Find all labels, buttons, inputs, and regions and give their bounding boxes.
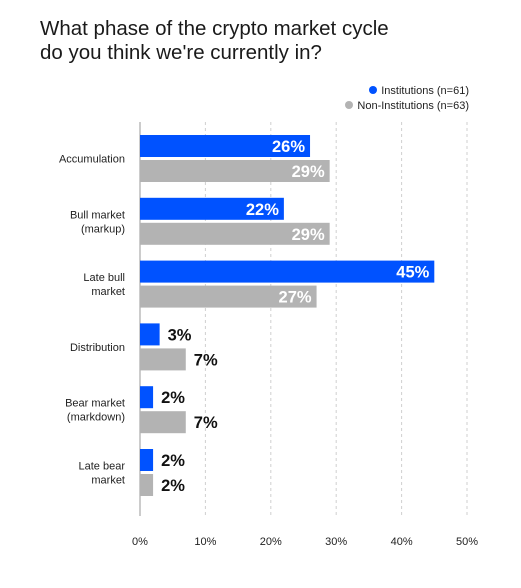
bar-non-institutions-3	[140, 348, 186, 371]
bar-value-label-non-institutions-0: 29%	[292, 163, 325, 181]
x-tick-label-30: 30%	[325, 536, 347, 548]
category-label-2-line-1: market	[91, 286, 125, 298]
chart-title-line-2: do you think we're currently in?	[40, 41, 322, 64]
bar-value-label-non-institutions-5: 2%	[161, 477, 185, 495]
legend-label-institutions: Institutions (n=61)	[381, 85, 469, 97]
x-tick-label-0: 0%	[132, 536, 148, 548]
bar-institutions-2	[140, 260, 435, 283]
legend-item-non-institutions: Non-Institutions (n=63)	[345, 99, 469, 114]
bar-institutions-1	[140, 197, 284, 220]
bar-value-label-institutions-4: 2%	[161, 389, 185, 407]
bar-non-institutions-2	[140, 285, 317, 308]
bar-institutions-3	[140, 323, 160, 346]
legend-swatch-institutions	[369, 86, 378, 94]
bar-non-institutions-0	[140, 160, 330, 182]
legend-swatch-non-institutions	[345, 101, 354, 109]
category-label-4-line-0: Bear market	[65, 398, 125, 410]
bar-value-label-institutions-3: 3%	[168, 326, 192, 344]
legend-label-non-institutions: Non-Institutions (n=63)	[357, 100, 469, 112]
bar-non-institutions-1	[140, 222, 330, 245]
category-label-4-line-1: (markdown)	[67, 412, 125, 424]
bar-value-label-institutions-5: 2%	[161, 452, 185, 470]
bar-institutions-4	[140, 386, 154, 409]
category-label-5-line-1: market	[91, 475, 125, 487]
bar-value-label-institutions-2: 45%	[396, 264, 429, 282]
bar-non-institutions-5	[140, 474, 154, 496]
bar-value-label-institutions-1: 22%	[246, 201, 279, 219]
chart-title: What phase of the crypto market cycle do…	[40, 17, 500, 65]
bar-value-label-non-institutions-2: 27%	[279, 289, 312, 307]
x-tick-label-40: 40%	[391, 536, 413, 548]
bar-value-label-non-institutions-3: 7%	[194, 351, 218, 369]
category-label-5-line-0: Late bear	[79, 461, 126, 473]
category-label-0-line-0: Accumulation	[59, 154, 125, 166]
category-label-3-line-0: Distribution	[70, 342, 125, 354]
category-label-1-line-0: Bull market	[70, 209, 125, 221]
bar-institutions-5	[140, 449, 154, 471]
category-label-1-line-1: (markup)	[81, 223, 125, 235]
chart-legend: Institutions (n=61) Non-Institutions (n=…	[345, 84, 469, 114]
bar-non-institutions-4	[140, 411, 186, 434]
legend-item-institutions: Institutions (n=61)	[345, 84, 469, 99]
bar-value-label-institutions-0: 26%	[272, 138, 305, 156]
x-tick-label-10: 10%	[194, 536, 216, 548]
x-tick-label-50: 50%	[456, 536, 478, 548]
bar-value-label-non-institutions-1: 29%	[292, 226, 325, 244]
category-label-2-line-0: Late bull	[83, 272, 125, 284]
chart-title-line-1: What phase of the crypto market cycle	[40, 17, 389, 40]
x-tick-label-20: 20%	[260, 536, 282, 548]
bar-institutions-0	[140, 135, 311, 157]
bar-value-label-non-institutions-4: 7%	[194, 414, 218, 432]
